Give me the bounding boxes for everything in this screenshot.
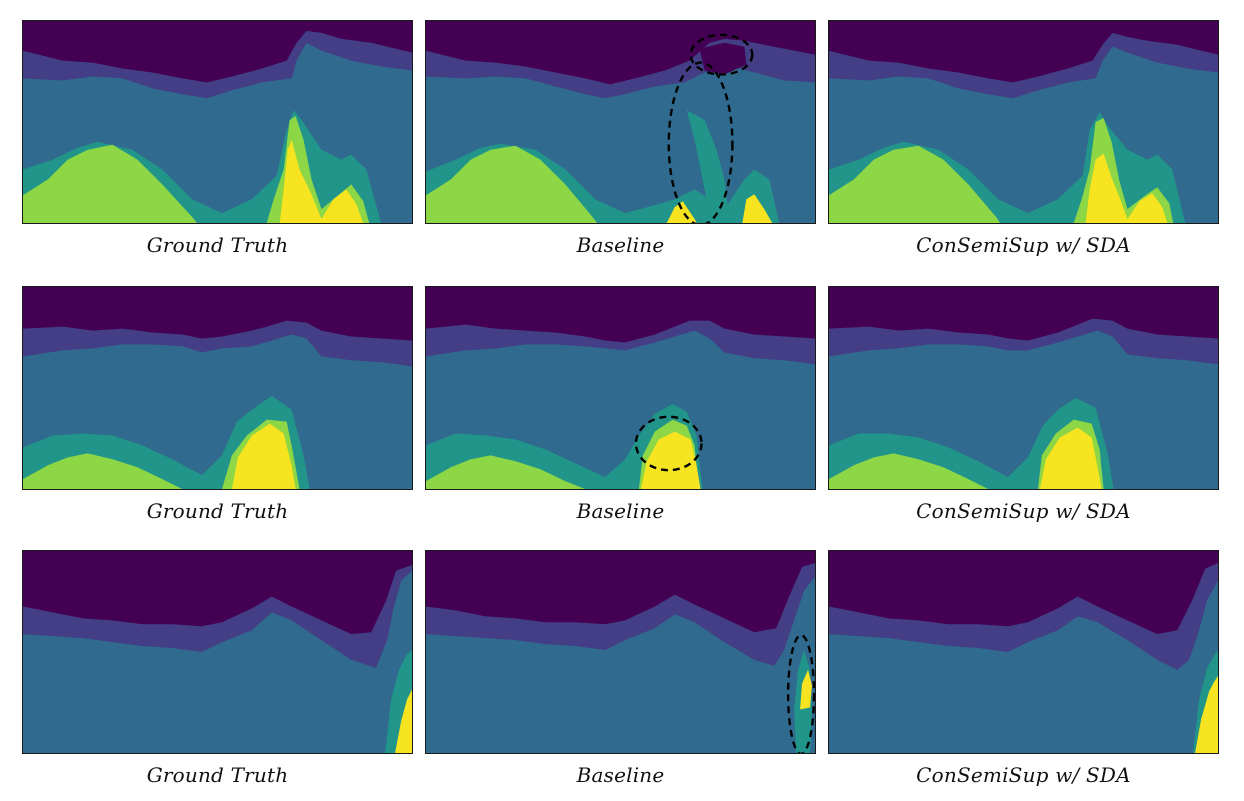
- segmentation-map: [829, 287, 1218, 489]
- segmentation-map: [23, 551, 412, 753]
- segmentation-map: [23, 21, 412, 223]
- segmentation-map: [426, 21, 815, 223]
- highlight-ellipses: [786, 633, 815, 753]
- panel-r2-ground-truth: [22, 286, 413, 490]
- segmentation-map: [426, 551, 815, 753]
- panel-r3-consemisup: [828, 550, 1219, 754]
- panel-r2-baseline: [425, 286, 816, 490]
- caption-r1-ground-truth: Ground Truth: [146, 233, 289, 257]
- highlight-ellipses: [667, 33, 754, 223]
- segmentation-map: [426, 287, 815, 489]
- panel-r1-ground-truth: [22, 20, 413, 224]
- panel-r2-consemisup: [828, 286, 1219, 490]
- caption-r2-baseline: Baseline: [576, 499, 665, 523]
- panel-r3-ground-truth: [22, 550, 413, 754]
- segmentation-map: [829, 21, 1218, 223]
- segmentation-map: [23, 287, 412, 489]
- caption-r2-consemisup: ConSemiSup w/ SDA: [916, 499, 1131, 523]
- panel-r1-consemisup: [828, 20, 1219, 224]
- caption-r1-baseline: Baseline: [576, 233, 665, 257]
- panel-r3-baseline: [425, 550, 816, 754]
- caption-r3-ground-truth: Ground Truth: [146, 763, 289, 787]
- caption-r3-consemisup: ConSemiSup w/ SDA: [916, 763, 1131, 787]
- caption-r2-ground-truth: Ground Truth: [146, 499, 289, 523]
- highlight-ellipses: [634, 415, 703, 472]
- panel-r1-baseline: [425, 20, 816, 224]
- caption-r3-baseline: Baseline: [576, 763, 665, 787]
- caption-r1-consemisup: ConSemiSup w/ SDA: [916, 233, 1131, 257]
- segmentation-map: [829, 551, 1218, 753]
